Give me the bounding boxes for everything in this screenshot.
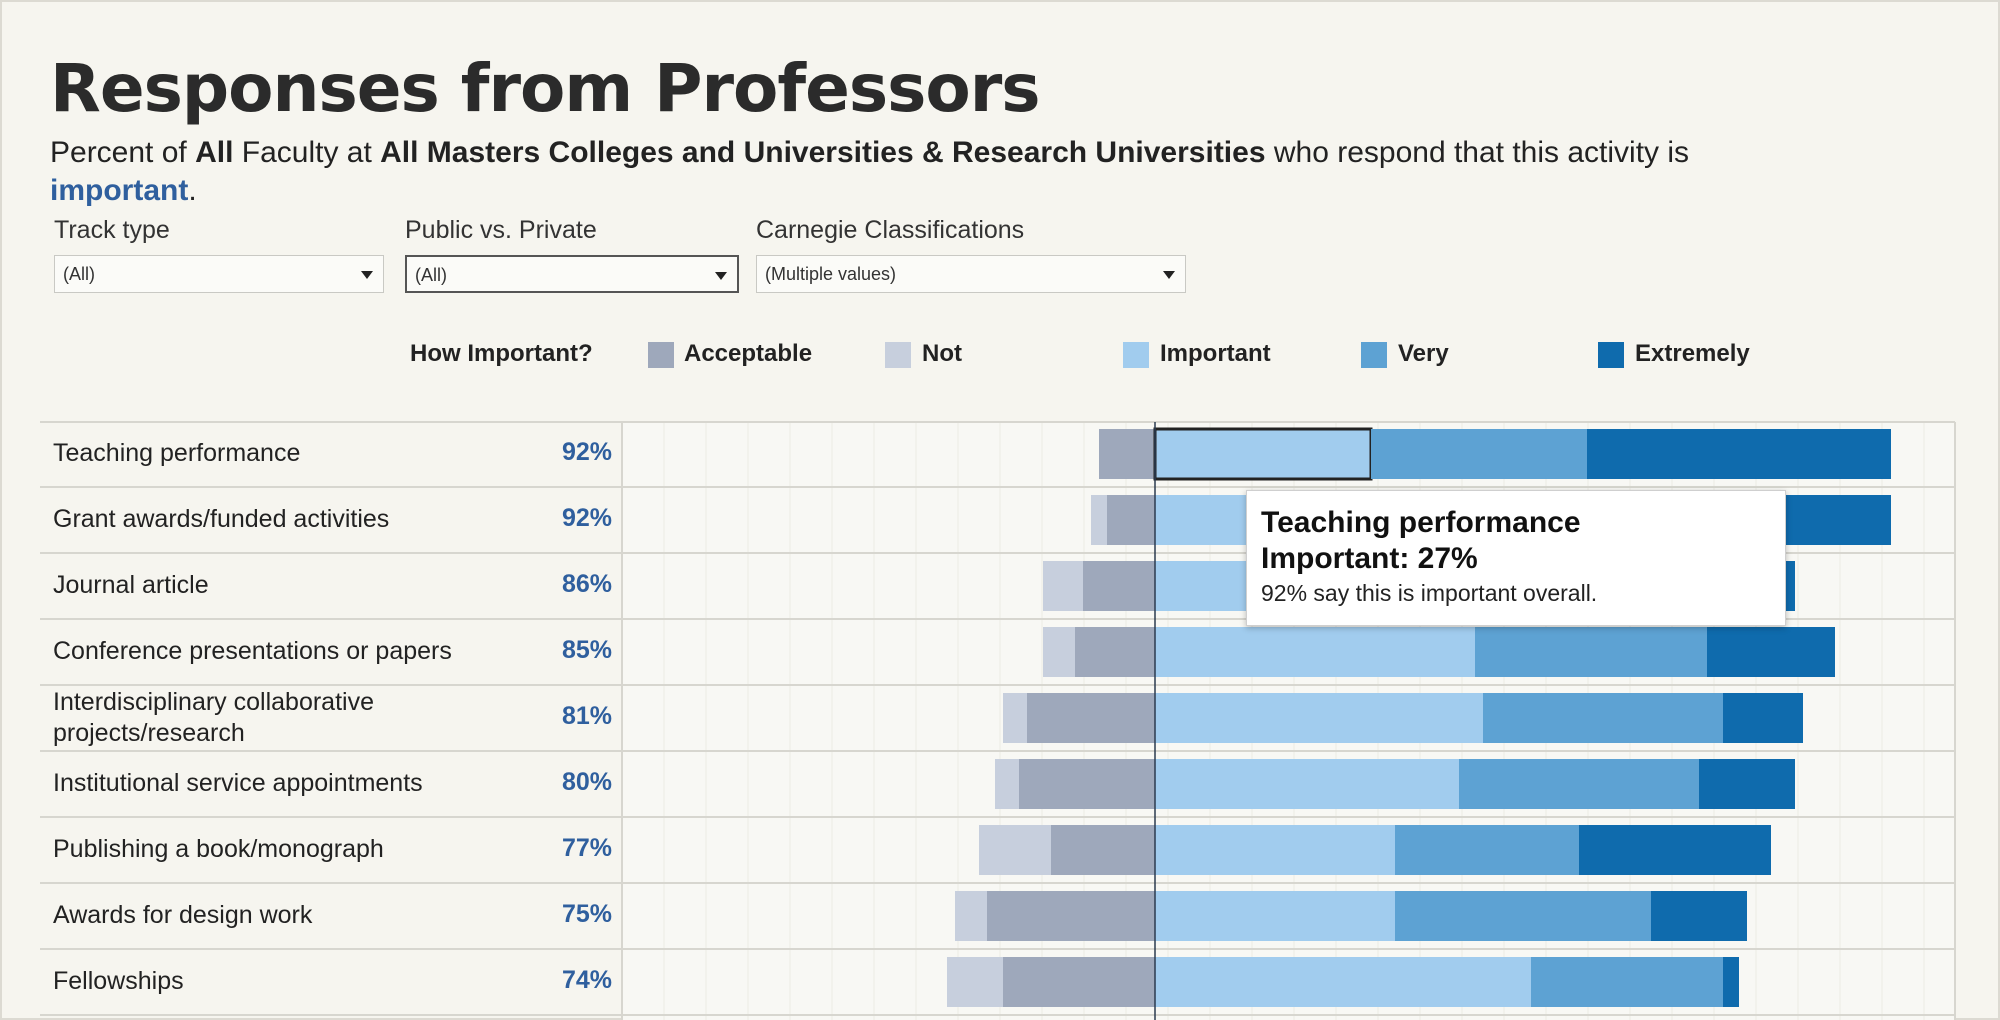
chart-canvas [40,421,1956,1020]
legend-swatch-important [1123,342,1149,368]
bar-very-row-8 [1531,957,1723,1007]
bar-not-row-5 [995,759,1019,809]
legend-swatch-extremely [1598,342,1624,368]
dropdown-value: (Multiple values) [765,264,897,284]
bar-extremely-row-6 [1579,825,1771,875]
row-label: Conference presentations or papers [53,637,452,665]
chevron-down-icon [361,271,373,279]
tooltip: Teaching performance Important: 27% 92% … [1246,490,1786,626]
subtitle-institutions: All Masters Colleges and Universities & … [380,136,1266,169]
row-label: Journal article [53,571,209,599]
row-label: Awards for design work [53,901,313,929]
row-label: Teaching performance [53,439,301,467]
bar-not-row-8 [947,957,1003,1007]
track-type-dropdown[interactable]: (All) [54,255,384,293]
row-overall-percent: 77% [561,834,612,862]
bar-very-row-7 [1395,891,1651,941]
bar-acceptable-row-5 [1019,759,1155,809]
filter-public-private: Public vs. Private (All) [405,216,739,293]
bar-important-row-0 [1153,427,1373,481]
row-overall-percent: 92% [561,504,612,532]
chart-subtitle: Percent of All Faculty at All Masters Co… [50,134,1950,210]
subtitle-text-1: Percent of [50,136,196,169]
row-label: Fellowships [53,967,184,995]
dropdown-value: (All) [415,265,447,285]
bar-extremely-row-8 [1723,957,1739,1007]
filter-label: Carnegie Classifications [756,216,1025,244]
bar-extremely-row-4 [1723,693,1803,743]
row-overall-percent: 80% [561,768,612,796]
bar-extremely-row-0 [1587,429,1891,479]
legend-swatch-not [885,342,911,368]
diverging-bar-chart: Teaching performance 92% Grant awards/fund… [0,420,2000,1020]
tooltip-note: 92% say this is important overall. [1261,580,1598,606]
bar-acceptable-row-6 [1051,825,1155,875]
row-label: Institutional service appointments [53,769,423,797]
bar-not-row-1 [1091,495,1107,545]
tooltip-value: Important: 27% [1261,542,1478,575]
bar-not-row-3 [1043,627,1075,677]
bar-very-row-4 [1483,693,1723,743]
bar-not-row-6 [979,825,1051,875]
legend-item-acceptable[interactable]: Acceptable [684,340,813,367]
bar-important-row-3 [1155,627,1475,677]
legend-item-important[interactable]: Important [1160,340,1271,367]
legend-title: How Important? [410,340,593,367]
bar-acceptable-row-2 [1083,561,1155,611]
bar-extremely-row-7 [1651,891,1747,941]
bar-very-row-0 [1371,429,1587,479]
chart-legend: How Important? Acceptable Not Important … [0,338,2000,374]
bar-not-row-2 [1043,561,1083,611]
bar-acceptable-row-8 [1003,957,1155,1007]
legend-swatch-acceptable [648,342,674,368]
filter-label: Public vs. Private [405,216,597,244]
page-title: Responses from Professors [50,50,1041,127]
row-label: Publishing a book/monograph [53,835,384,863]
bar-important-row-5 [1155,759,1459,809]
bar-not-row-7 [955,891,987,941]
subtitle-text-3: who respond that this activity is [1265,136,1690,169]
row-overall-percent: 81% [561,702,612,730]
bar-acceptable-row-7 [987,891,1155,941]
bar-important-row-7 [1155,891,1395,941]
row-label: Interdisciplinary collaborative projects… [53,688,374,747]
filter-carnegie: Carnegie Classifications (Multiple value… [756,216,1186,293]
legend-item-not[interactable]: Not [922,340,962,367]
row-overall-percent: 86% [561,570,612,598]
row-overall-percent: 74% [561,966,612,994]
bar-acceptable-row-1 [1107,495,1155,545]
bar-not-row-4 [1003,693,1027,743]
bar-acceptable-row-3 [1075,627,1155,677]
chevron-down-icon [1163,271,1175,279]
legend-item-very[interactable]: Very [1398,340,1449,367]
legend-swatch-very [1361,342,1387,368]
bar-important-row-4 [1155,693,1483,743]
bar-extremely-row-3 [1707,627,1835,677]
subtitle-text-4: . [188,174,197,207]
carnegie-dropdown[interactable]: (Multiple values) [756,255,1186,293]
tooltip-title: Teaching performance [1261,506,1581,539]
subtitle-response-value: important [50,174,189,207]
row-overall-percent: 75% [561,900,612,928]
public-private-dropdown[interactable]: (All) [405,255,739,293]
bar-very-row-6 [1395,825,1579,875]
bar-important-row-6 [1155,825,1395,875]
bar-important-row-8 [1155,957,1531,1007]
subtitle-text-2: Faculty at [233,136,381,169]
row-label: Grant awards/funded activities [53,505,390,533]
bar-acceptable-row-0 [1099,429,1155,479]
legend-item-extremely[interactable]: Extremely [1635,340,1750,367]
subtitle-faculty: All [195,136,234,169]
row-overall-percent: 92% [561,438,612,466]
bar-extremely-row-5 [1699,759,1795,809]
dropdown-value: (All) [63,264,95,284]
bar-very-row-5 [1459,759,1699,809]
filter-track-type: Track type (All) [54,216,384,293]
row-overall-percent: 85% [561,636,612,664]
filter-label: Track type [54,216,170,244]
bar-acceptable-row-4 [1027,693,1155,743]
chevron-down-icon [715,272,727,280]
bar-very-row-3 [1475,627,1707,677]
